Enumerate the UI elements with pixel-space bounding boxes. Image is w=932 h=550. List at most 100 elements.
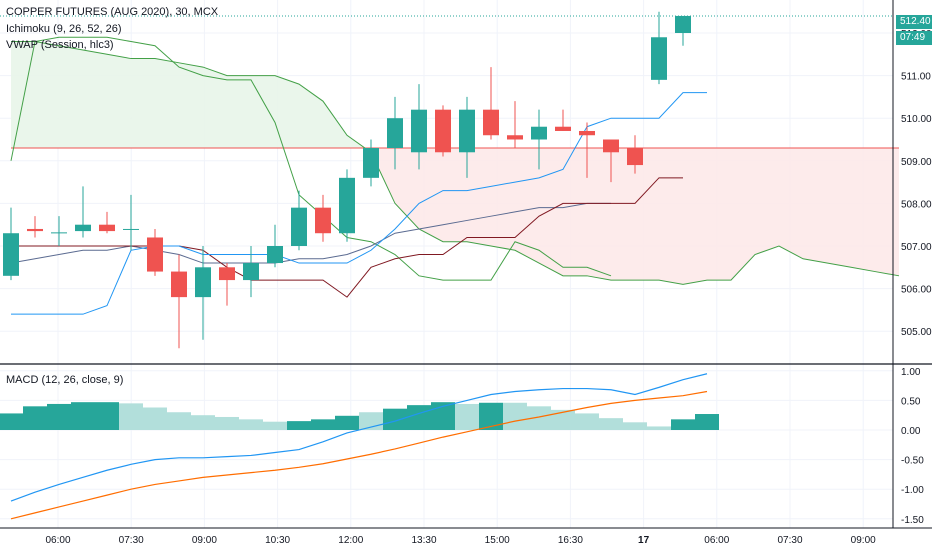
- macd-histogram-bar: [671, 419, 695, 430]
- price-tick-label: 508.00: [901, 199, 932, 210]
- macd-histogram-bar: [479, 402, 503, 430]
- candle-body[interactable]: [3, 233, 19, 276]
- candle-body[interactable]: [555, 126, 571, 131]
- macd-histogram-bar: [71, 402, 95, 430]
- macd-histogram-bar: [95, 402, 119, 430]
- candle-body[interactable]: [483, 109, 499, 136]
- candle-body[interactable]: [27, 228, 43, 232]
- candle-body[interactable]: [507, 135, 523, 140]
- macd-histogram-bar: [239, 419, 263, 430]
- candle-body[interactable]: [123, 228, 139, 230]
- macd-histogram-bar: [695, 414, 719, 430]
- macd-histogram-bar: [47, 403, 71, 430]
- macd-histogram-bar: [551, 409, 575, 430]
- macd-histogram-bar: [23, 406, 47, 430]
- macd-tick-label: -1.50: [901, 515, 924, 526]
- macd-histogram-bar: [119, 403, 143, 430]
- candle-body[interactable]: [363, 148, 379, 178]
- candle-body[interactable]: [531, 126, 547, 140]
- macd-histogram-bar: [407, 405, 431, 430]
- vwap-line: [10, 202, 611, 264]
- candle-body[interactable]: [459, 109, 475, 153]
- macd-tick-label: -1.00: [901, 485, 924, 496]
- time-tick-label: 16:30: [558, 535, 583, 546]
- macd-histogram-bar: [311, 419, 335, 430]
- macd-line: [10, 373, 708, 502]
- candle-body[interactable]: [435, 109, 451, 153]
- lagging-span-line: [10, 36, 612, 281]
- candle-body[interactable]: [387, 118, 403, 149]
- time-tick-label: 10:30: [265, 535, 290, 546]
- signal-line: [10, 390, 708, 520]
- candle-body[interactable]: [315, 207, 331, 234]
- candle-body[interactable]: [411, 109, 427, 153]
- price-tick-label: 509.00: [901, 157, 932, 168]
- macd-histogram-bar: [647, 426, 671, 430]
- candle-body[interactable]: [627, 148, 643, 166]
- candle-body[interactable]: [99, 224, 115, 232]
- candle-body[interactable]: [75, 224, 91, 232]
- symbol-title[interactable]: COPPER FUTURES (AUG 2020), 30, MCX: [6, 6, 219, 18]
- candle-body[interactable]: [171, 271, 187, 298]
- candle-body[interactable]: [291, 207, 307, 246]
- time-tick-label: 15:00: [485, 535, 510, 546]
- tenkan-line: [11, 92, 707, 315]
- macd-histogram-bar: [623, 422, 647, 430]
- candle-body[interactable]: [675, 15, 691, 34]
- macd-histogram-bar: [455, 403, 479, 430]
- time-tick-label: 06:00: [45, 535, 70, 546]
- macd-histogram-bar: [0, 413, 23, 430]
- vwap-legend[interactable]: VWAP (Session, hlc3): [6, 39, 114, 51]
- macd-histogram-bar: [287, 421, 311, 430]
- indicator-lines: [10, 36, 900, 315]
- candle-body[interactable]: [339, 177, 355, 234]
- macd-tick-label: 0.00: [901, 426, 921, 437]
- macd-histogram-bar: [335, 415, 359, 430]
- time-tick-label: 12:00: [338, 535, 363, 546]
- price-tick-label: 507.00: [901, 242, 932, 253]
- macd-histogram-bar: [143, 407, 167, 430]
- candle-body[interactable]: [651, 37, 667, 80]
- candle-body[interactable]: [147, 237, 163, 272]
- macd-legend[interactable]: MACD (12, 26, close, 9): [6, 374, 124, 386]
- macd-histogram-bar: [599, 418, 623, 430]
- macd-tick-label: 0.50: [901, 396, 921, 407]
- time-tick-label: 07:30: [119, 535, 144, 546]
- ichimoku-legend[interactable]: Ichimoku (9, 26, 52, 26): [6, 23, 122, 35]
- price-tick-label: 510.00: [901, 114, 932, 125]
- macd-histogram-bar: [167, 412, 191, 430]
- senkou-b-line: [11, 41, 900, 285]
- candle-body[interactable]: [603, 139, 619, 153]
- candle-body[interactable]: [267, 246, 283, 264]
- candle-body[interactable]: [219, 267, 235, 281]
- macd-histogram-bar: [215, 416, 239, 430]
- time-tick-label: 07:30: [777, 535, 802, 546]
- candle-body[interactable]: [51, 232, 67, 234]
- macd-histogram-bar: [263, 421, 287, 430]
- candle-body[interactable]: [243, 263, 259, 281]
- last-price-tag: 512.40: [896, 15, 932, 29]
- macd-tick-label: -0.50: [901, 456, 924, 467]
- candle-body[interactable]: [195, 267, 211, 298]
- macd-histogram-bar: [503, 402, 527, 430]
- countdown-tag: 07:49: [896, 31, 932, 45]
- time-tick-label: 17: [638, 535, 650, 546]
- price-tick-label: 506.00: [901, 285, 932, 296]
- macd-histogram-bar: [527, 406, 551, 430]
- macd-tick-label: 1.00: [901, 367, 921, 378]
- macd-histogram-bar: [191, 415, 215, 430]
- macd-histogram-bar: [575, 413, 599, 430]
- kijun-line: [11, 177, 683, 298]
- candle-body[interactable]: [579, 130, 595, 136]
- time-tick-label: 09:00: [192, 535, 217, 546]
- price-tick-label: 511.00: [901, 72, 931, 83]
- candles[interactable]: [3, 11, 691, 349]
- macd-pane: [0, 373, 719, 520]
- time-tick-label: 13:30: [411, 535, 436, 546]
- time-tick-label: 06:00: [704, 535, 729, 546]
- cloud-bullish: [11, 41, 371, 153]
- price-tick-label: 505.00: [901, 327, 932, 338]
- time-tick-label: 09:00: [851, 535, 876, 546]
- macd-histogram-bar: [383, 408, 407, 430]
